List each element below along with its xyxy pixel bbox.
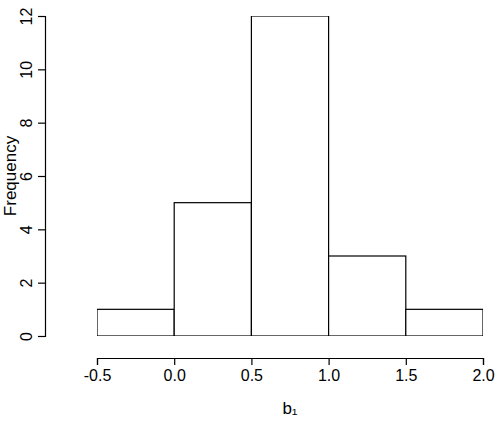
tick-mark bbox=[174, 358, 175, 365]
tick: 4 bbox=[18, 225, 45, 234]
axis-line bbox=[38, 17, 46, 337]
bar bbox=[97, 309, 174, 336]
tick-label: 10 bbox=[18, 61, 35, 79]
chart: 0 2 4 6 8 10 12 -0.5 0.0 0.5 1.0 1.5 2.0 b₁ Frequency bbox=[0, 0, 500, 428]
tick-mark bbox=[38, 69, 45, 70]
x-axis-title: b₁ bbox=[282, 399, 297, 418]
bar bbox=[251, 16, 328, 336]
tick: 8 bbox=[18, 119, 45, 128]
y-axis: 0 2 4 6 8 10 12 bbox=[18, 8, 46, 341]
tick-mark bbox=[251, 358, 252, 365]
tick: 1.0 bbox=[318, 358, 340, 384]
tick-mark bbox=[329, 358, 330, 365]
tick-mark bbox=[406, 358, 407, 365]
tick-label: 8 bbox=[18, 119, 35, 128]
tick-mark bbox=[483, 358, 484, 365]
tick-label: 2.0 bbox=[472, 367, 494, 384]
tick: 0.5 bbox=[241, 358, 263, 384]
tick-label: 2 bbox=[18, 279, 35, 288]
tick-mark bbox=[38, 229, 45, 230]
tick: 1.5 bbox=[395, 358, 417, 384]
tick: 2.0 bbox=[472, 358, 494, 384]
tick: 6 bbox=[18, 172, 45, 181]
tick: 10 bbox=[18, 61, 45, 79]
tick-label: 0 bbox=[18, 332, 35, 341]
bar bbox=[174, 203, 251, 336]
bar bbox=[406, 309, 483, 336]
tick-label: 1.0 bbox=[318, 367, 340, 384]
tick-label: 12 bbox=[18, 8, 35, 26]
tick: 0 bbox=[18, 332, 45, 341]
axis-line bbox=[98, 359, 484, 366]
tick-mark bbox=[38, 16, 45, 17]
tick-mark bbox=[38, 336, 45, 337]
plot-area bbox=[97, 16, 483, 336]
x-axis: -0.5 0.0 0.5 1.0 1.5 2.0 bbox=[84, 358, 495, 384]
tick-label: 6 bbox=[18, 172, 35, 181]
tick-mark bbox=[38, 283, 45, 284]
tick-mark bbox=[38, 176, 45, 177]
tick-label: 0.5 bbox=[241, 367, 263, 384]
tick: 2 bbox=[18, 279, 45, 288]
tick: -0.5 bbox=[84, 358, 112, 384]
tick: 12 bbox=[18, 8, 45, 26]
tick-label: 0.0 bbox=[164, 367, 186, 384]
tick-mark bbox=[38, 123, 45, 124]
y-axis-title: Frequency bbox=[1, 135, 20, 216]
tick-label: 1.5 bbox=[395, 367, 417, 384]
bar bbox=[329, 256, 406, 336]
tick-mark bbox=[97, 358, 98, 365]
tick-label: -0.5 bbox=[84, 367, 112, 384]
tick: 0.0 bbox=[164, 358, 186, 384]
tick-label: 4 bbox=[18, 225, 35, 234]
